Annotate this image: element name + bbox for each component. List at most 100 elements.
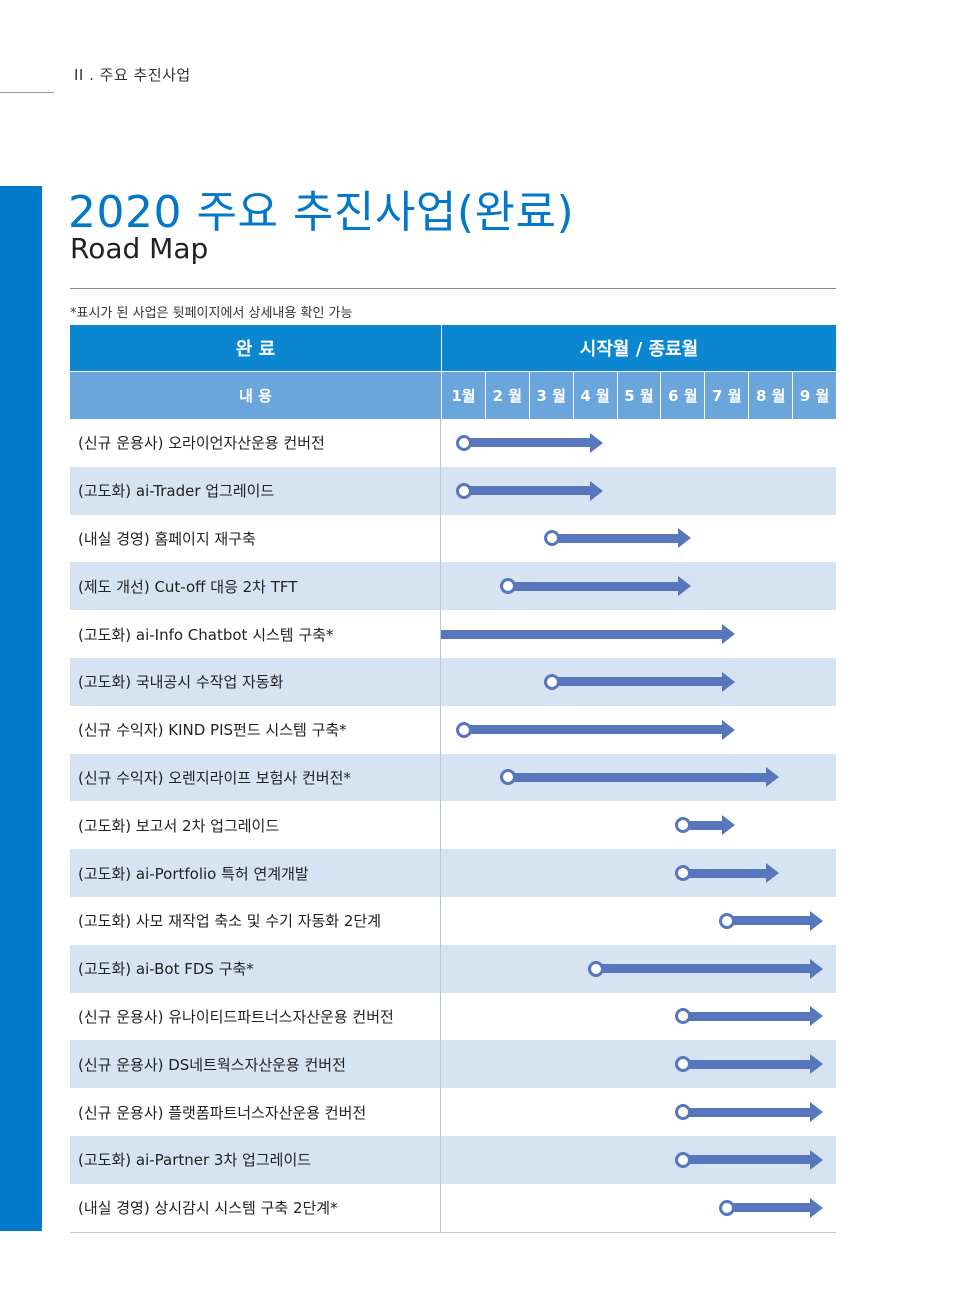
task-timeline xyxy=(441,1040,836,1088)
timeline-bar xyxy=(719,910,823,931)
task-timeline xyxy=(441,419,836,467)
task-timeline xyxy=(441,1088,836,1136)
task-timeline xyxy=(441,610,836,658)
task-label: (고도화) ai-Info Chatbot 시스템 구축* xyxy=(70,610,441,658)
task-label: (고도화) ai-Partner 3차 업그레이드 xyxy=(70,1135,441,1184)
timeline-bar xyxy=(455,432,604,453)
task-label: (고도화) 보고서 2차 업그레이드 xyxy=(70,801,441,850)
task-label: (제도 개선) Cut-off 대응 2차 TFT xyxy=(70,562,441,611)
task-row: (제도 개선) Cut-off 대응 2차 TFT xyxy=(70,562,836,611)
start-marker-icon xyxy=(675,1151,692,1168)
task-label: (고도화) 국내공시 수작업 자동화 xyxy=(70,657,441,706)
start-marker-icon xyxy=(719,912,736,929)
timeline-bar xyxy=(719,1197,823,1218)
timeline-bar xyxy=(675,1149,824,1170)
start-marker-icon xyxy=(675,865,692,882)
task-label: (내실 경영) 상시감시 시스템 구축 2단계* xyxy=(70,1183,441,1232)
top-divider xyxy=(0,92,54,93)
start-marker-icon xyxy=(499,578,516,595)
task-label: (고도화) 사모 재작업 축소 및 수기 자동화 2단계 xyxy=(70,896,441,945)
start-marker-icon xyxy=(587,960,604,977)
task-timeline xyxy=(441,515,836,563)
task-row: (고도화) ai-Info Chatbot 시스템 구축* xyxy=(70,610,836,658)
task-row: (신규 운용사) DS네트웍스자산운용 컨버전 xyxy=(70,1040,836,1089)
task-timeline xyxy=(441,993,836,1041)
timeline-bar xyxy=(499,576,692,597)
section-label: II . 주요 추진사업 xyxy=(74,66,191,84)
page-subtitle: Road Map xyxy=(70,232,209,265)
task-row: (고도화) ai-Trader 업그레이드 xyxy=(70,466,836,515)
task-label: (신규 운용사) 오라이언자산운용 컨버전 xyxy=(70,419,441,467)
month-header-cell: 6 월 xyxy=(660,372,704,419)
task-row: (고도화) ai-Portfolio 특허 연계개발 xyxy=(70,849,836,897)
side-accent-bar xyxy=(0,186,42,1231)
task-row: (고도화) 국내공시 수작업 자동화 xyxy=(70,657,836,706)
task-row: (신규 운용사) 오라이언자산운용 컨버전 xyxy=(70,419,836,467)
month-header-cell: 5 월 xyxy=(616,372,661,419)
task-timeline xyxy=(441,1136,836,1184)
task-row: (고도화) ai-Partner 3차 업그레이드 xyxy=(70,1135,836,1184)
task-timeline xyxy=(441,467,836,515)
task-label: (내실 경영) 홈페이지 재구축 xyxy=(70,514,441,563)
timeline-bar xyxy=(543,528,692,549)
timeline-bar xyxy=(675,1102,824,1123)
task-row: (신규 수익자) 오렌지라이프 보험사 컨버전* xyxy=(70,753,836,802)
timeline-bar xyxy=(675,1054,824,1075)
timeline-bar xyxy=(675,815,735,836)
task-label: (고도화) ai-Bot FDS 구축* xyxy=(70,944,441,993)
start-marker-icon xyxy=(675,817,692,834)
month-header-cell: 9 월 xyxy=(792,372,836,419)
task-row: (신규 운용사) 유나이티드파트너스자산운용 컨버전 xyxy=(70,992,836,1041)
task-timeline xyxy=(441,658,836,706)
task-label: (신규 운용사) DS네트웍스자산운용 컨버전 xyxy=(70,1040,441,1089)
task-row: (신규 운용사) 플랫폼파트너스자산운용 컨버전 xyxy=(70,1088,836,1136)
header-content: 내 용 xyxy=(70,372,442,419)
start-marker-icon xyxy=(543,673,560,690)
task-label: (고도화) ai-Portfolio 특허 연계개발 xyxy=(70,849,441,897)
task-row: (내실 경영) 홈페이지 재구축 xyxy=(70,514,836,563)
header-status: 완 료 xyxy=(70,325,442,371)
timeline-bar xyxy=(675,863,779,884)
timeline-bar xyxy=(455,719,736,740)
task-timeline xyxy=(441,706,836,754)
table-header: 완 료 시작월 / 종료월 xyxy=(70,325,836,371)
month-header-cell: 7 월 xyxy=(704,372,748,419)
timeline-bar xyxy=(499,767,780,788)
start-marker-icon xyxy=(719,1199,736,1216)
task-row: (신규 수익자) KIND PIS펀드 시스템 구축* xyxy=(70,705,836,754)
table-bottom-rule xyxy=(70,1231,836,1233)
timeline-bar xyxy=(675,1006,824,1027)
page-title: 2020 주요 추진사업(완료) xyxy=(68,187,575,238)
task-timeline xyxy=(441,801,836,849)
start-marker-icon xyxy=(543,530,560,547)
task-label: (고도화) ai-Trader 업그레이드 xyxy=(70,466,441,515)
footnote: *표시가 된 사업은 뒷페이지에서 상세내용 확인 가능 xyxy=(70,306,353,321)
month-header-cell: 1월 xyxy=(451,387,476,405)
month-header-cell: 8 월 xyxy=(748,372,792,419)
start-marker-icon xyxy=(455,482,472,499)
task-label: (신규 운용사) 플랫폼파트너스자산운용 컨버전 xyxy=(70,1088,441,1136)
task-timeline xyxy=(441,849,836,897)
start-marker-icon xyxy=(455,721,472,738)
month-header-cell: 2 월 xyxy=(484,372,529,419)
timeline-bar xyxy=(543,671,736,692)
task-timeline xyxy=(441,897,836,945)
task-row: (고도화) ai-Bot FDS 구축* xyxy=(70,944,836,993)
task-row: (고도화) 사모 재작업 축소 및 수기 자동화 2단계 xyxy=(70,896,836,945)
task-label: (신규 수익자) KIND PIS펀드 시스템 구축* xyxy=(70,705,441,754)
timeline-bar xyxy=(441,624,736,645)
title-divider xyxy=(70,288,836,289)
task-row: (내실 경영) 상시감시 시스템 구축 2단계* xyxy=(70,1183,836,1232)
start-marker-icon xyxy=(499,769,516,786)
task-row: (고도화) 보고서 2차 업그레이드 xyxy=(70,801,836,850)
timeline-bar xyxy=(455,480,604,501)
start-marker-icon xyxy=(675,1056,692,1073)
task-timeline xyxy=(441,945,836,993)
task-timeline xyxy=(441,562,836,610)
month-header-cell: 3 월 xyxy=(528,372,573,419)
start-marker-icon xyxy=(455,434,472,451)
task-rows: (신규 운용사) 오라이언자산운용 컨버전 (고도화) ai-Trader 업그레… xyxy=(70,419,836,1232)
task-timeline xyxy=(441,754,836,802)
